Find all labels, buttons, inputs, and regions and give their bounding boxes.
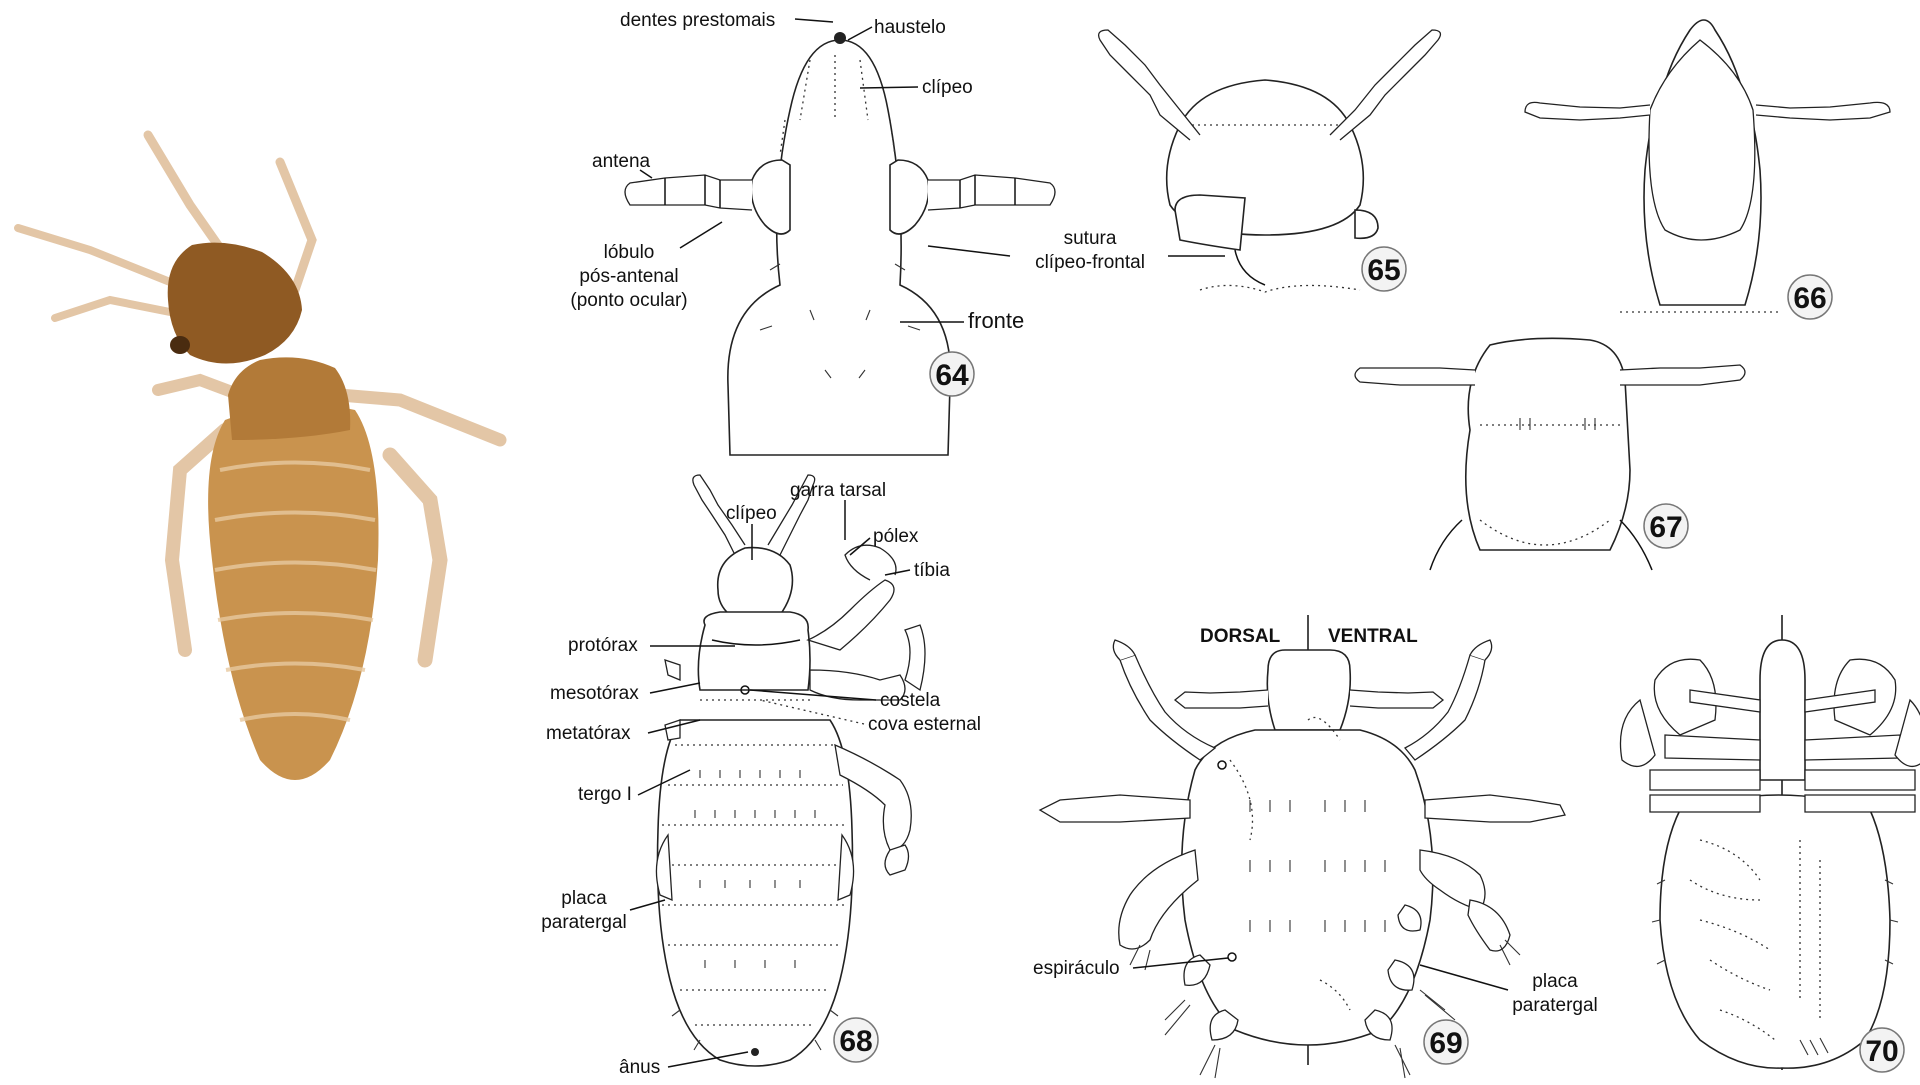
label-cova-esternal: cova esternal xyxy=(868,714,981,735)
label-anus: ânus xyxy=(619,1057,660,1078)
label-garra-tarsal: garra tarsal xyxy=(790,480,886,501)
label-lobulo-3: (ponto ocular) xyxy=(570,290,687,311)
label-polex: pólex xyxy=(873,526,919,547)
label-haustelo: haustelo xyxy=(874,17,946,38)
label-sutura-1: sutura xyxy=(1064,228,1117,249)
badge-69 xyxy=(1423,1019,1469,1065)
label-clipeo-64: clípeo xyxy=(922,77,973,98)
label-tibia: tíbia xyxy=(914,560,950,581)
label-costela: costela xyxy=(880,690,941,711)
badge-64 xyxy=(929,351,975,397)
figure-number-67: 67 xyxy=(1649,511,1682,544)
photo-thorax xyxy=(228,357,351,440)
figure-67-head xyxy=(1354,337,1746,571)
specimen-photo xyxy=(14,130,507,780)
badge-70 xyxy=(1859,1027,1905,1073)
figure-64-head xyxy=(624,32,1056,456)
label-tergo-i: tergo I xyxy=(578,784,632,805)
badge-68 xyxy=(833,1017,879,1063)
figure-number-65: 65 xyxy=(1367,254,1400,287)
figure-70-louse xyxy=(1619,615,1920,1070)
label-ventral: VENTRAL xyxy=(1328,626,1418,647)
labels-69: DORSAL VENTRAL espiráculo placa paraterg… xyxy=(1033,626,1598,1016)
label-protorax: protórax xyxy=(568,635,638,656)
label-fronte: fronte xyxy=(968,308,1024,333)
label-espiraculo: espiráculo xyxy=(1033,958,1120,979)
label-antena: antena xyxy=(592,151,651,172)
badge-67 xyxy=(1643,503,1689,549)
label-placa-69-2: paratergal xyxy=(1512,995,1598,1016)
figure-number-69: 69 xyxy=(1429,1027,1462,1060)
label-placa-68-1: placa xyxy=(561,888,607,909)
label-metatorax: metatórax xyxy=(546,723,631,744)
photo-abdomen xyxy=(208,404,379,780)
label-clipeo-68: clípeo xyxy=(726,503,777,524)
figure-65-head xyxy=(1097,29,1442,293)
figure-number-70: 70 xyxy=(1865,1035,1898,1068)
badge-65 xyxy=(1361,246,1407,292)
label-mesotorax: mesotórax xyxy=(550,683,639,704)
label-dorsal: DORSAL xyxy=(1200,626,1281,647)
label-sutura-2: clípeo-frontal xyxy=(1035,252,1145,273)
labels-68: clípeo garra tarsal pólex tíbia protórax… xyxy=(541,480,981,1078)
label-dentes-prestomais: dentes prestomais xyxy=(620,10,775,31)
photo-head xyxy=(167,242,302,364)
label-lobulo-1: lóbulo xyxy=(604,242,655,263)
figure-69-louse xyxy=(1038,615,1566,1079)
figure-66-head xyxy=(1524,19,1891,313)
figure-68-louse xyxy=(655,474,926,1067)
figure-number-66: 66 xyxy=(1793,282,1826,315)
figure-number-64: 64 xyxy=(935,359,969,392)
badge-66 xyxy=(1787,274,1833,320)
label-placa-69-1: placa xyxy=(1532,971,1578,992)
figure-number-68: 68 xyxy=(839,1025,872,1058)
label-lobulo-2: pós-antenal xyxy=(579,266,678,287)
labels-64: dentes prestomais haustelo clípeo antena… xyxy=(570,10,1225,333)
label-placa-68-2: paratergal xyxy=(541,912,627,933)
